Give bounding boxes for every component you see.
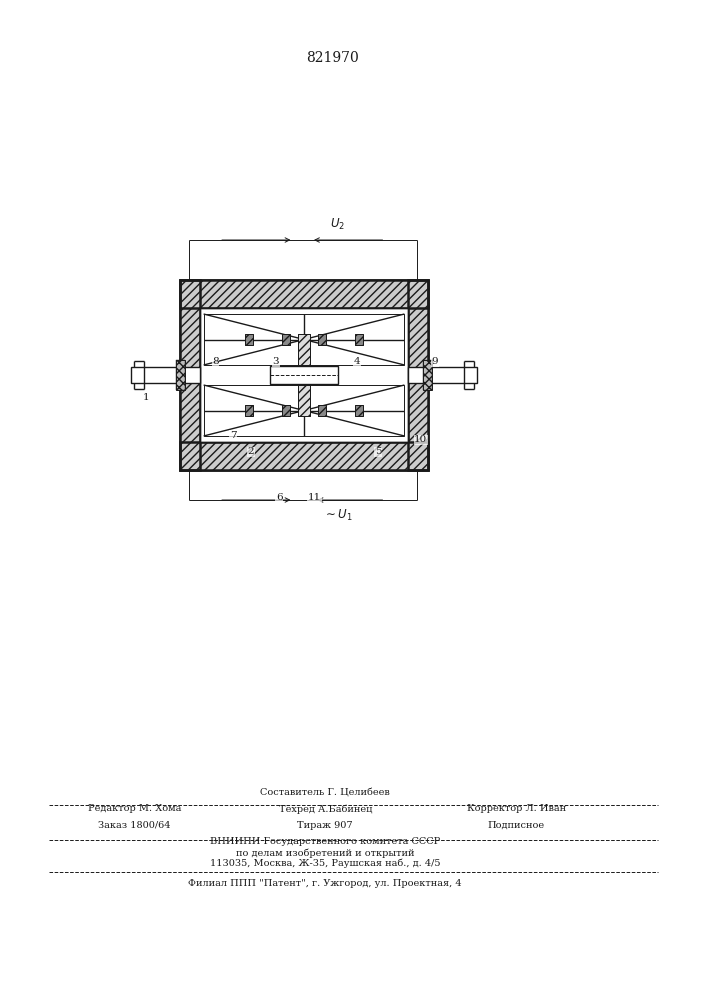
Text: $U_2$: $U_2$ — [330, 217, 346, 232]
Text: 6: 6 — [276, 492, 283, 502]
Bar — [408, 280, 428, 470]
Bar — [180, 442, 428, 470]
Bar — [408, 280, 428, 470]
Text: 2: 2 — [247, 448, 255, 456]
Text: Подписное: Подписное — [488, 820, 544, 830]
Text: Филиал ППП "Патент", г. Ужгород, ул. Проектная, 4: Филиал ППП "Патент", г. Ужгород, ул. Про… — [188, 879, 462, 888]
Text: ВНИИПИ Государственного комитета СССР: ВНИИПИ Государственного комитета СССР — [210, 837, 440, 846]
Text: 10: 10 — [414, 436, 427, 444]
Bar — [180, 280, 428, 308]
Text: 7: 7 — [230, 430, 237, 440]
Bar — [180, 280, 428, 470]
Bar — [298, 334, 310, 365]
Text: Тираж 907: Тираж 907 — [298, 820, 353, 830]
Bar — [180, 442, 428, 470]
Text: 4: 4 — [354, 358, 361, 366]
Bar — [408, 367, 477, 383]
Bar — [318, 405, 325, 416]
Bar — [180, 280, 200, 470]
Bar — [298, 385, 310, 416]
Text: 821970: 821970 — [306, 51, 358, 65]
Bar — [245, 405, 252, 416]
Bar — [282, 405, 290, 416]
Bar — [204, 314, 404, 365]
Text: Заказ 1800/64: Заказ 1800/64 — [98, 820, 170, 830]
Text: $\sim U_1$: $\sim U_1$ — [323, 508, 353, 523]
Bar — [356, 405, 363, 416]
Bar — [318, 334, 325, 345]
Text: Редактор М. Хома: Редактор М. Хома — [88, 804, 181, 813]
Text: 9: 9 — [431, 358, 438, 366]
Text: 5: 5 — [375, 448, 382, 456]
Text: 11: 11 — [308, 492, 321, 502]
Bar — [175, 360, 185, 390]
Bar — [245, 334, 252, 345]
Bar — [318, 405, 325, 416]
Bar — [356, 334, 363, 345]
Text: 3: 3 — [272, 358, 279, 366]
Bar — [356, 405, 363, 416]
Bar — [282, 405, 290, 416]
Bar — [423, 360, 433, 390]
Text: по делам изобретений и открытий: по делам изобретений и открытий — [236, 848, 414, 857]
Text: Составитель Г. Целибеев: Составитель Г. Целибеев — [260, 788, 390, 798]
Bar — [318, 334, 325, 345]
Bar — [356, 334, 363, 345]
Bar — [200, 308, 408, 442]
Text: Корректор Л. Иван: Корректор Л. Иван — [467, 804, 566, 813]
Text: Техред А.Бабинец: Техред А.Бабинец — [279, 804, 372, 814]
Bar — [131, 367, 200, 383]
Bar — [180, 280, 200, 470]
Bar — [298, 334, 310, 365]
Bar — [298, 385, 310, 416]
Text: 113035, Москва, Ж-35, Раушская наб., д. 4/5: 113035, Москва, Ж-35, Раушская наб., д. … — [210, 859, 440, 868]
Text: 8: 8 — [212, 358, 219, 366]
Bar — [282, 334, 290, 345]
Bar — [175, 360, 185, 390]
Bar — [282, 334, 290, 345]
Text: 1: 1 — [143, 392, 150, 401]
Bar — [270, 366, 338, 384]
Bar — [180, 280, 428, 308]
Bar — [423, 360, 433, 390]
Bar — [204, 385, 404, 436]
Bar — [245, 334, 252, 345]
Bar — [245, 405, 252, 416]
